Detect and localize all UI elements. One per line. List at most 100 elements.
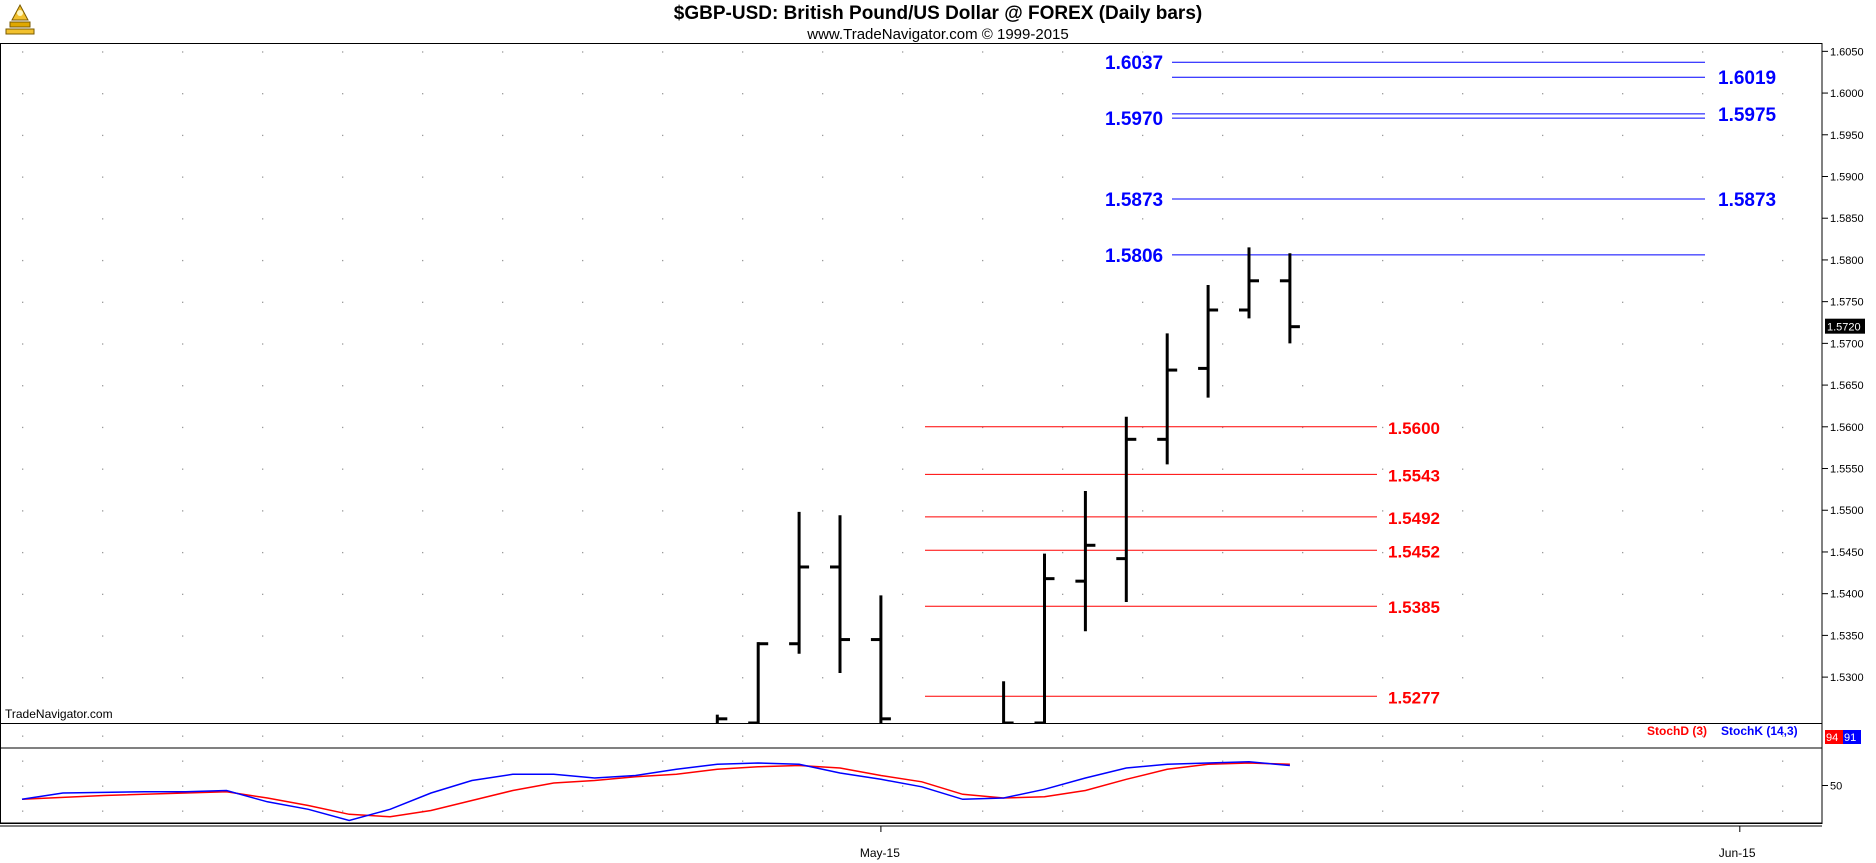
level-label: 1.6019	[1718, 68, 1776, 89]
grid-dot	[1142, 593, 1144, 595]
grid-dot	[1782, 218, 1784, 220]
grid-dot	[422, 259, 424, 262]
grid-dot	[102, 301, 104, 303]
grid-dot	[902, 301, 904, 303]
grid-dot	[1702, 785, 1704, 787]
grid-dot	[342, 510, 344, 512]
series-line-stoch-d	[21, 762, 1290, 818]
grid-dot	[1142, 218, 1144, 220]
grid-dot	[1782, 510, 1784, 512]
grid-dot	[1142, 510, 1144, 512]
grid-dot	[1222, 635, 1224, 637]
grid-dot	[1062, 343, 1064, 345]
grid-dot	[22, 593, 24, 595]
grid-dot	[822, 810, 824, 812]
grid-dot	[902, 426, 904, 429]
level-label: 1.5873	[1718, 190, 1776, 211]
grid-dot	[1462, 635, 1464, 637]
grid-dot	[1302, 551, 1304, 554]
grid-dot	[22, 343, 24, 345]
y-tick-label: 1.5500	[1830, 505, 1864, 517]
grid-dot	[1462, 551, 1464, 554]
grid-dot	[1542, 218, 1544, 220]
grid-dot	[822, 301, 824, 303]
grid-dot	[582, 93, 584, 95]
grid-dot	[662, 426, 664, 429]
grid-dot	[742, 218, 744, 220]
grid-dot	[1142, 635, 1144, 637]
grid-dot	[422, 760, 424, 762]
grid-dot	[1382, 810, 1384, 812]
grid-dot	[1702, 593, 1704, 595]
grid-dot	[342, 426, 344, 429]
grid-dot	[422, 301, 424, 303]
grid-dot	[262, 785, 264, 787]
grid-dot	[1222, 593, 1224, 595]
grid-dot	[582, 510, 584, 512]
grid-dot	[262, 93, 264, 95]
grid-dot	[262, 218, 264, 220]
grid-dot	[582, 468, 584, 470]
grid-dot	[1382, 176, 1384, 178]
grid-dot	[1062, 93, 1064, 95]
grid-dot	[22, 810, 24, 812]
grid-dot	[742, 385, 744, 387]
grid-dot	[1542, 468, 1544, 470]
grid-dot	[102, 551, 104, 554]
grid-dot	[822, 218, 824, 220]
grid-dot	[982, 426, 984, 429]
grid-dot	[582, 51, 584, 53]
grid-dot	[582, 385, 584, 387]
grid-dot	[502, 218, 504, 220]
grid-dot	[902, 677, 904, 679]
grid-dot	[422, 510, 424, 512]
grid-dot	[342, 218, 344, 220]
grid-dot	[182, 677, 184, 679]
grid-dot	[1302, 593, 1304, 595]
grid-dot	[262, 259, 264, 262]
ohlc-bar	[1198, 284, 1219, 398]
grid-dot	[502, 635, 504, 637]
grid-dot	[1622, 785, 1624, 787]
grid-dot	[1062, 785, 1064, 787]
grid-dot	[182, 218, 184, 220]
grid-dot	[582, 134, 584, 137]
grid-dot	[1142, 677, 1144, 679]
grid-dot	[342, 259, 344, 262]
grid-dot	[1702, 426, 1704, 429]
grid-dot	[742, 51, 744, 53]
grid-dot	[1302, 810, 1304, 812]
grid-dot	[1062, 760, 1064, 762]
grid-dot	[1382, 760, 1384, 762]
grid-dot	[1542, 677, 1544, 679]
grid-dot	[102, 259, 104, 262]
y-tick-label: 1.5300	[1830, 672, 1864, 684]
grid-dot	[1222, 51, 1224, 53]
ohlc-bar	[1239, 247, 1259, 319]
grid-dot	[902, 635, 904, 637]
grid-dot	[1622, 635, 1624, 637]
grid-dot	[342, 635, 344, 637]
grid-dot	[1302, 677, 1304, 679]
grid-dot	[662, 468, 664, 470]
grid-dot	[102, 785, 104, 787]
grid-dot	[22, 93, 24, 95]
grid-dot	[1542, 785, 1544, 787]
grid-dot	[1702, 468, 1704, 470]
grid-dot	[1142, 735, 1144, 737]
grid-dot	[1702, 259, 1704, 262]
grid-dot	[1622, 510, 1624, 512]
grid-dot	[1142, 343, 1144, 345]
grid-dot	[822, 134, 824, 137]
grid-dot	[1462, 593, 1464, 595]
indicator-y-tick-label: 50	[1830, 781, 1842, 793]
grid-dot	[1782, 51, 1784, 53]
grid-dot	[822, 551, 824, 554]
grid-dot	[1782, 343, 1784, 345]
grid-dot	[262, 593, 264, 595]
grid-dot	[1542, 93, 1544, 95]
grid-dot	[22, 468, 24, 470]
grid-dot	[742, 510, 744, 512]
grid-dot	[102, 593, 104, 595]
